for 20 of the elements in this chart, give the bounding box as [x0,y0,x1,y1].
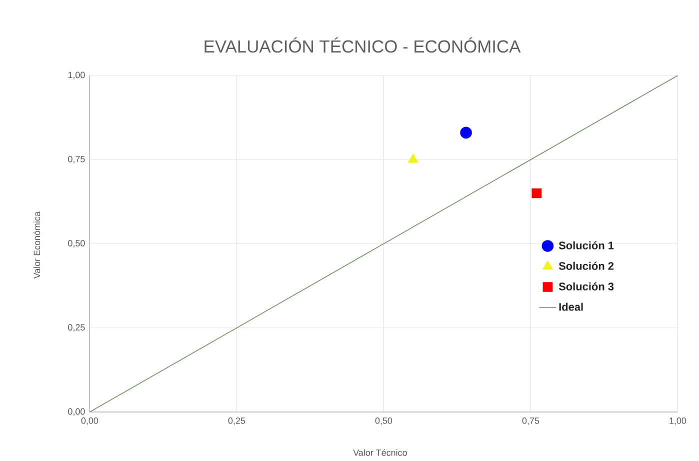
x-tick-label: 0,00 [81,418,98,425]
x-tick-label: 0,25 [228,418,246,425]
x-axis-title: Valor Técnico [353,449,407,456]
y-axis-title: Valor Económica [33,212,40,279]
chart-title: EVALUACIÓN TÉCNICO - ECONÓMICA [204,37,521,53]
point [460,126,472,139]
point [532,188,542,198]
y-tick-label: 1,00 [68,72,85,80]
y-tick-label: 0,25 [68,324,85,332]
legend-label: Solución 2 [558,262,614,270]
y-tick-label: 0,50 [68,240,85,248]
legend-label: Solución 3 [558,282,614,290]
y-tick-label: 0,00 [68,408,85,416]
legend-label: Ideal [559,302,583,311]
y-tick-label: 0,75 [68,156,85,164]
x-tick-label: 1,00 [670,418,686,425]
x-tick-label: 0,50 [375,418,392,425]
legend-label: Solución 1 [558,241,614,250]
x-tick-label: 0,75 [522,418,540,425]
point [408,154,418,163]
